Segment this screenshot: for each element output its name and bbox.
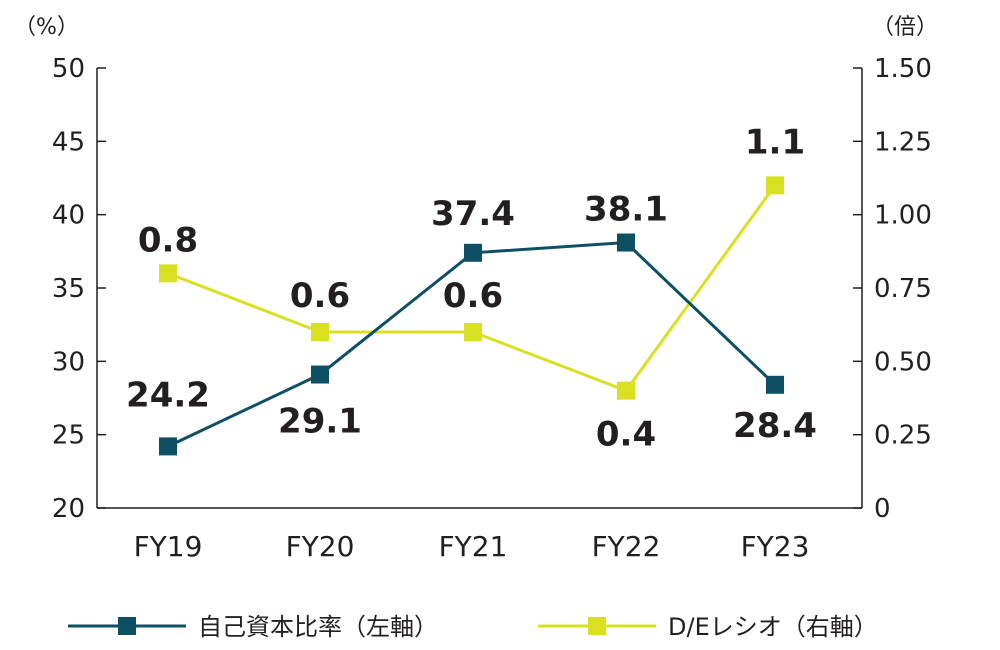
x-tick-label: FY23 xyxy=(741,530,810,563)
data-labels: 24.2 29.1 37.4 38.1 28.4 0.8 0.6 0.6 0.4 1.1 xyxy=(126,122,817,454)
series-marker-de-ratio xyxy=(617,381,635,400)
series-marker-equity-ratio xyxy=(159,437,177,456)
data-label-de-ratio: 0.8 xyxy=(138,220,198,260)
left-tick-label: 30 xyxy=(52,347,85,377)
data-label-de-ratio: 0.6 xyxy=(443,276,503,316)
right-tick-label: 1.00 xyxy=(874,201,932,231)
data-label-equity-ratio: 28.4 xyxy=(733,406,817,446)
left-tick-label: 50 xyxy=(52,54,85,84)
right-tick-label: 1.25 xyxy=(874,127,932,157)
data-label-de-ratio: 0.6 xyxy=(290,276,350,316)
left-axis-unit: （%） xyxy=(14,15,79,40)
right-tick-label: 0.25 xyxy=(874,421,932,451)
data-label-equity-ratio: 29.1 xyxy=(278,402,362,442)
legend-label: D/Eレシオ（右軸） xyxy=(668,613,878,641)
right-axis-ticks: 0 0.25 0.50 0.75 1.00 1.25 1.50 xyxy=(853,54,932,524)
series-marker-de-ratio xyxy=(159,264,177,283)
series-marker-equity-ratio xyxy=(464,243,482,262)
x-tick-label: FY22 xyxy=(592,530,661,563)
series-marker-de-ratio xyxy=(766,176,784,195)
data-label-equity-ratio: 24.2 xyxy=(126,375,210,415)
left-tick-label: 35 xyxy=(52,274,85,304)
series-marker-de-ratio xyxy=(464,323,482,341)
data-label-de-ratio: 0.4 xyxy=(596,415,656,455)
left-tick-label: 40 xyxy=(52,201,85,231)
right-tick-label: 0.50 xyxy=(874,347,932,377)
legend-marker xyxy=(118,617,136,635)
right-tick-label: 0 xyxy=(874,494,891,524)
x-axis-ticks: FY19 FY20 FY21 FY22 FY23 xyxy=(134,530,810,563)
right-tick-label: 1.50 xyxy=(874,54,932,84)
left-axis-ticks: 20 25 30 35 40 45 50 xyxy=(52,54,106,524)
left-tick-label: 25 xyxy=(52,421,85,451)
right-axis-unit: （倍） xyxy=(872,15,938,40)
legend-marker xyxy=(588,617,606,635)
x-tick-label: FY20 xyxy=(286,530,355,563)
x-tick-label: FY19 xyxy=(134,530,203,563)
series-marker-equity-ratio xyxy=(766,375,784,394)
left-tick-label: 20 xyxy=(52,494,85,524)
right-tick-label: 0.75 xyxy=(874,274,932,304)
series-marker-equity-ratio xyxy=(617,233,635,252)
series-group xyxy=(159,176,784,456)
legend: 自己資本比率（左軸） D/Eレシオ（右軸） xyxy=(68,613,878,641)
series-line-equity-ratio xyxy=(167,240,777,448)
data-label-equity-ratio: 38.1 xyxy=(584,190,668,230)
legend-label: 自己資本比率（左軸） xyxy=(198,613,438,641)
data-label-equity-ratio: 37.4 xyxy=(431,194,515,234)
left-tick-label: 45 xyxy=(52,127,85,157)
x-tick-label: FY21 xyxy=(439,530,508,563)
series-marker-equity-ratio xyxy=(311,365,329,384)
data-label-de-ratio: 1.1 xyxy=(745,122,805,162)
series-marker-de-ratio xyxy=(311,323,329,341)
